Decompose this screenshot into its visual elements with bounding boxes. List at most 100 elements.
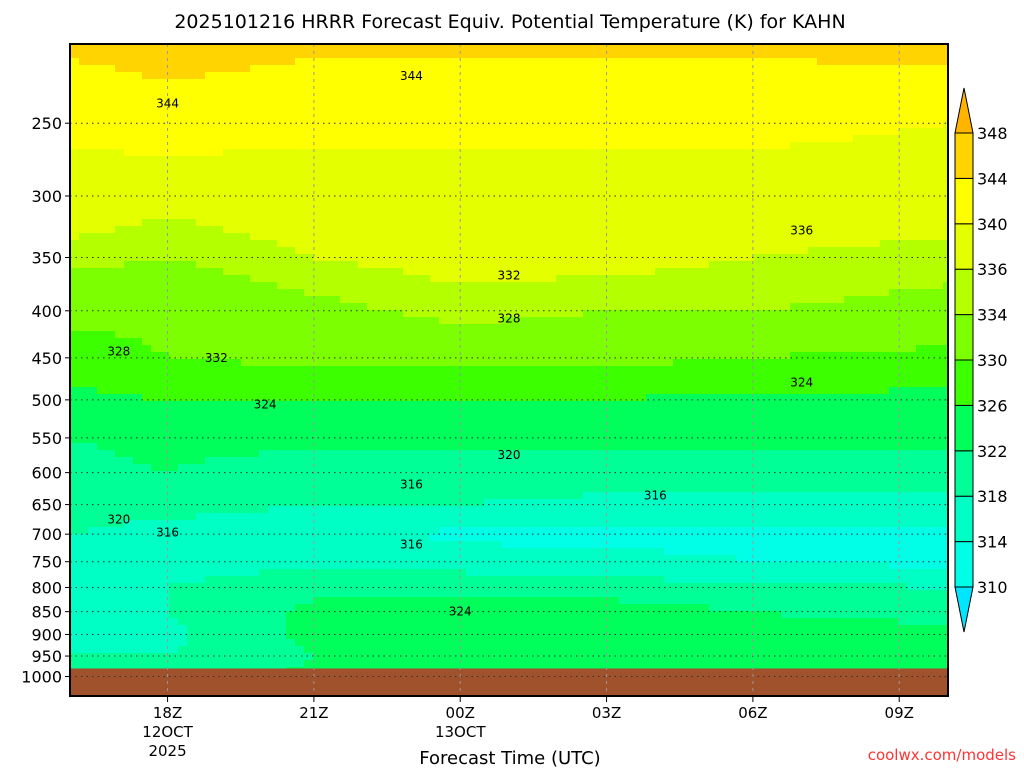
heatmap-cell xyxy=(673,51,683,59)
heatmap-cell xyxy=(844,275,854,283)
heatmap-cell xyxy=(313,163,323,171)
heatmap-cell xyxy=(466,387,476,395)
heatmap-cell xyxy=(565,303,575,311)
heatmap-cell xyxy=(223,93,233,101)
heatmap-cell xyxy=(169,93,179,101)
heatmap-cell xyxy=(196,331,206,339)
heatmap-cell xyxy=(880,114,890,122)
heatmap-cell xyxy=(880,317,890,325)
heatmap-cell xyxy=(637,345,647,353)
heatmap-cell xyxy=(862,156,872,164)
heatmap-cell xyxy=(880,51,890,59)
heatmap-cell xyxy=(754,163,764,171)
heatmap-cell xyxy=(763,282,773,290)
heatmap-cell xyxy=(106,366,116,374)
heatmap-cell xyxy=(223,212,233,220)
heatmap-cell xyxy=(916,331,926,339)
heatmap-cell xyxy=(115,163,125,171)
heatmap-cell xyxy=(331,170,341,178)
heatmap-cell xyxy=(619,345,629,353)
heatmap-cell xyxy=(646,156,656,164)
heatmap-cell xyxy=(349,254,359,262)
heatmap-cell xyxy=(925,163,935,171)
heatmap-cell xyxy=(340,324,350,332)
heatmap-cell xyxy=(736,93,746,101)
heatmap-cell xyxy=(601,198,611,206)
heatmap-cell xyxy=(691,310,701,318)
heatmap-cell xyxy=(673,394,683,402)
heatmap-cell xyxy=(691,394,701,402)
heatmap-cell xyxy=(430,359,440,367)
heatmap-cell xyxy=(367,219,377,227)
heatmap-cell xyxy=(97,366,107,374)
heatmap-cell xyxy=(727,100,737,108)
heatmap-cell xyxy=(511,93,521,101)
heatmap-cell xyxy=(862,240,872,248)
heatmap-cell xyxy=(178,352,188,360)
heatmap-cell xyxy=(250,331,260,339)
heatmap-cell xyxy=(331,275,341,283)
heatmap-cell xyxy=(88,51,98,59)
heatmap-cell xyxy=(826,156,836,164)
heatmap-cell xyxy=(610,345,620,353)
heatmap-cell xyxy=(628,254,638,262)
heatmap-cell xyxy=(502,212,512,220)
heatmap-cell xyxy=(70,184,80,192)
heatmap-cell xyxy=(619,58,629,66)
heatmap-cell xyxy=(394,142,404,150)
heatmap-cell xyxy=(295,170,305,178)
heatmap-cell xyxy=(817,135,827,143)
heatmap-cell xyxy=(133,107,143,115)
heatmap-cell xyxy=(322,233,332,241)
heatmap-cell xyxy=(592,310,602,318)
heatmap-cell xyxy=(115,303,125,311)
heatmap-cell xyxy=(709,135,719,143)
heatmap-cell xyxy=(205,282,215,290)
heatmap-cell xyxy=(547,254,557,262)
heatmap-cell xyxy=(880,233,890,241)
heatmap-cell xyxy=(79,394,89,402)
heatmap-cell xyxy=(862,170,872,178)
heatmap-cell xyxy=(556,240,566,248)
heatmap-cell xyxy=(160,107,170,115)
heatmap-cell xyxy=(898,387,908,395)
heatmap-cell xyxy=(466,359,476,367)
heatmap-cell xyxy=(475,198,485,206)
heatmap-cell xyxy=(673,107,683,115)
heatmap-cell xyxy=(871,247,881,255)
heatmap-cell xyxy=(250,296,260,304)
heatmap-cell xyxy=(556,142,566,150)
heatmap-cell xyxy=(349,79,359,87)
heatmap-cell xyxy=(916,352,926,360)
heatmap-cell xyxy=(331,184,341,192)
heatmap-cell xyxy=(160,86,170,94)
heatmap-cell xyxy=(340,345,350,353)
heatmap-cell xyxy=(772,93,782,101)
heatmap-cell xyxy=(475,121,485,129)
heatmap-cell xyxy=(511,289,521,297)
heatmap-cell xyxy=(880,170,890,178)
heatmap-cell xyxy=(358,93,368,101)
heatmap-cell xyxy=(223,303,233,311)
heatmap-cell xyxy=(502,261,512,269)
heatmap-cell xyxy=(718,149,728,157)
heatmap-cell xyxy=(691,233,701,241)
heatmap-cell xyxy=(178,275,188,283)
heatmap-cell xyxy=(169,51,179,59)
heatmap-cell xyxy=(115,149,125,157)
heatmap-cell xyxy=(88,163,98,171)
heatmap-cell xyxy=(646,366,656,374)
heatmap-cell xyxy=(376,128,386,136)
heatmap-cell xyxy=(556,107,566,115)
heatmap-cell xyxy=(178,93,188,101)
heatmap-cell xyxy=(484,380,494,388)
heatmap-cell xyxy=(448,394,458,402)
heatmap-cell xyxy=(934,366,944,374)
heatmap-cell xyxy=(781,65,791,73)
heatmap-cell xyxy=(673,338,683,346)
heatmap-cell xyxy=(475,142,485,150)
heatmap-cell xyxy=(898,240,908,248)
heatmap-cell xyxy=(376,366,386,374)
heatmap-cell xyxy=(511,324,521,332)
heatmap-cell xyxy=(880,121,890,129)
